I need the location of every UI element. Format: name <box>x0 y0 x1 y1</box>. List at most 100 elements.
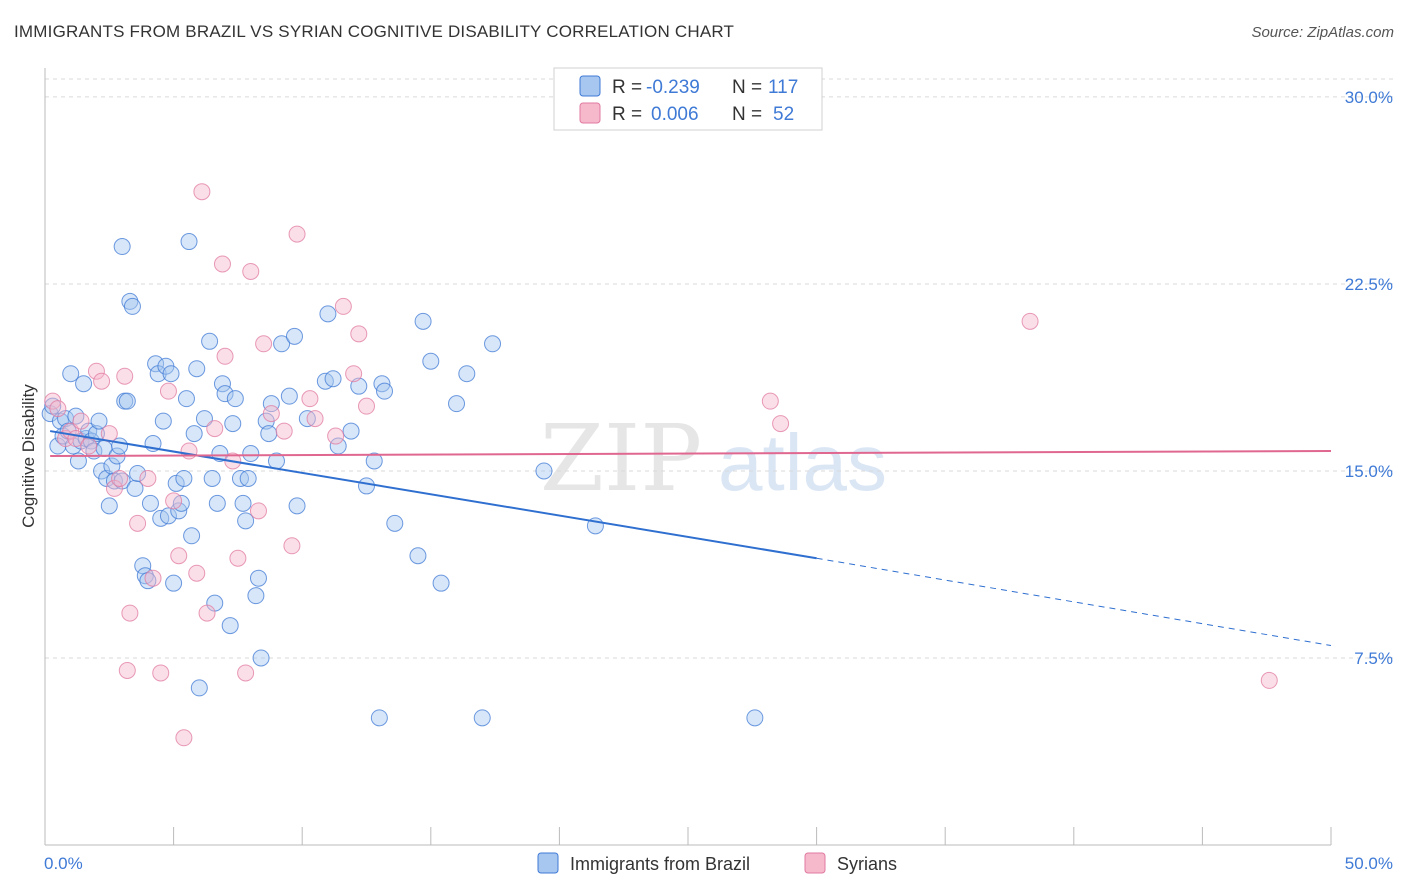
brazil-point <box>324 370 342 388</box>
brazil-point <box>249 569 267 587</box>
brazil-point <box>203 469 221 487</box>
series-legend-syrians: Syrians <box>837 854 897 874</box>
brazil-point <box>75 375 93 393</box>
brazil-point <box>226 390 244 408</box>
syrians-point <box>116 367 134 385</box>
y-tick-label: 22.5% <box>1345 275 1393 294</box>
syrians-point <box>350 325 368 343</box>
syrians-trend-line <box>50 450 1332 458</box>
syrians-point <box>345 365 363 383</box>
brazil-point <box>414 312 432 330</box>
brazil-point <box>67 407 85 425</box>
brazil-point <box>100 497 118 515</box>
legend-n-label-2: N = <box>732 104 762 125</box>
syrians-point <box>105 479 123 497</box>
syrians-point <box>255 335 273 353</box>
brazil-point <box>260 425 278 443</box>
brazil-point <box>134 557 152 575</box>
syrians-point <box>121 604 139 622</box>
stats-legend: R = -0.239 N = 117 R = 0.006 N = 52 <box>553 67 823 131</box>
legend-n-label-1: N = <box>732 77 762 98</box>
syrians-point <box>111 469 129 487</box>
syrians-point <box>213 255 231 273</box>
brazil-point <box>165 574 183 592</box>
syrians-point <box>358 397 375 415</box>
syrians-point <box>198 604 216 622</box>
legend-r-label-1: R = <box>612 77 642 98</box>
brazil-point <box>123 297 141 315</box>
brazil-point <box>213 375 231 393</box>
syrians-point <box>165 492 183 510</box>
syrians-point <box>275 422 293 440</box>
brazil-point <box>358 477 375 495</box>
brazil-point <box>113 238 131 256</box>
syrians-point <box>249 502 267 520</box>
legend-swatch-syrians <box>579 102 601 124</box>
series-legend-swatch-syrians <box>804 852 826 874</box>
brazil-point <box>746 709 764 727</box>
brazil-trend-extension <box>816 557 1332 647</box>
syrians-point <box>242 262 260 280</box>
syrians-point <box>144 569 162 587</box>
brazil-point <box>162 365 180 383</box>
brazil-point <box>409 547 427 565</box>
brazil-point <box>147 355 165 373</box>
brazil-point <box>177 390 195 408</box>
syrians-point <box>306 410 324 428</box>
syrians-point <box>72 412 90 430</box>
syrians-point <box>159 382 177 400</box>
syrians-point <box>229 549 247 567</box>
brazil-point <box>247 587 265 605</box>
brazil-point <box>159 507 177 525</box>
brazil-point <box>103 457 121 475</box>
syrians-point <box>87 362 105 380</box>
syrians-point <box>334 297 352 315</box>
syrians-point <box>170 547 188 565</box>
brazil-point <box>118 392 136 410</box>
brazil-point <box>224 415 242 433</box>
syrians-point <box>301 390 319 408</box>
brazil-point <box>129 464 147 482</box>
brazil-point <box>69 452 87 470</box>
brazil-point <box>90 412 108 430</box>
syrians-point <box>237 664 255 682</box>
brazil-point <box>365 452 383 470</box>
syrians-point <box>193 183 211 201</box>
brazil-point <box>252 649 270 667</box>
brazil-point <box>458 365 476 383</box>
trend-lines <box>49 430 1332 647</box>
syrians-point <box>288 225 306 243</box>
brazil-point <box>208 494 226 512</box>
y-tick-label: 30.0% <box>1345 88 1393 107</box>
legend-r-value-2: 0.006 <box>651 104 699 125</box>
syrians-point <box>206 420 224 438</box>
syrians-point <box>152 664 170 682</box>
brazil-point <box>221 617 239 635</box>
brazil-point <box>62 365 80 383</box>
axes <box>44 68 1332 846</box>
brazil-point <box>180 233 198 251</box>
syrians-point <box>175 729 193 747</box>
syrians-point <box>93 372 111 390</box>
brazil-point <box>185 425 203 443</box>
syrians-point <box>283 537 301 555</box>
brazil-point <box>448 395 466 413</box>
brazil-point <box>183 527 201 545</box>
legend-swatch-brazil <box>579 75 601 97</box>
legend-n-value-2: 52 <box>773 104 794 125</box>
brazil-point <box>201 332 219 350</box>
syrians-point <box>139 469 157 487</box>
syrians-point <box>118 661 136 679</box>
y-tick-label: 7.5% <box>1354 649 1393 668</box>
brazil-point <box>262 395 280 413</box>
source-label: Source: ZipAtlas.com <box>1251 24 1394 41</box>
brazil-trend-line <box>49 430 817 560</box>
brazil-point <box>288 497 306 515</box>
brazil-point <box>280 387 298 405</box>
brazil-point <box>319 305 337 323</box>
legend-r-label-2: R = <box>612 104 642 125</box>
y-tick-label: 15.0% <box>1345 462 1393 481</box>
brazil-point <box>422 352 440 370</box>
brazil-point <box>473 709 491 727</box>
syrians-point <box>49 400 67 418</box>
